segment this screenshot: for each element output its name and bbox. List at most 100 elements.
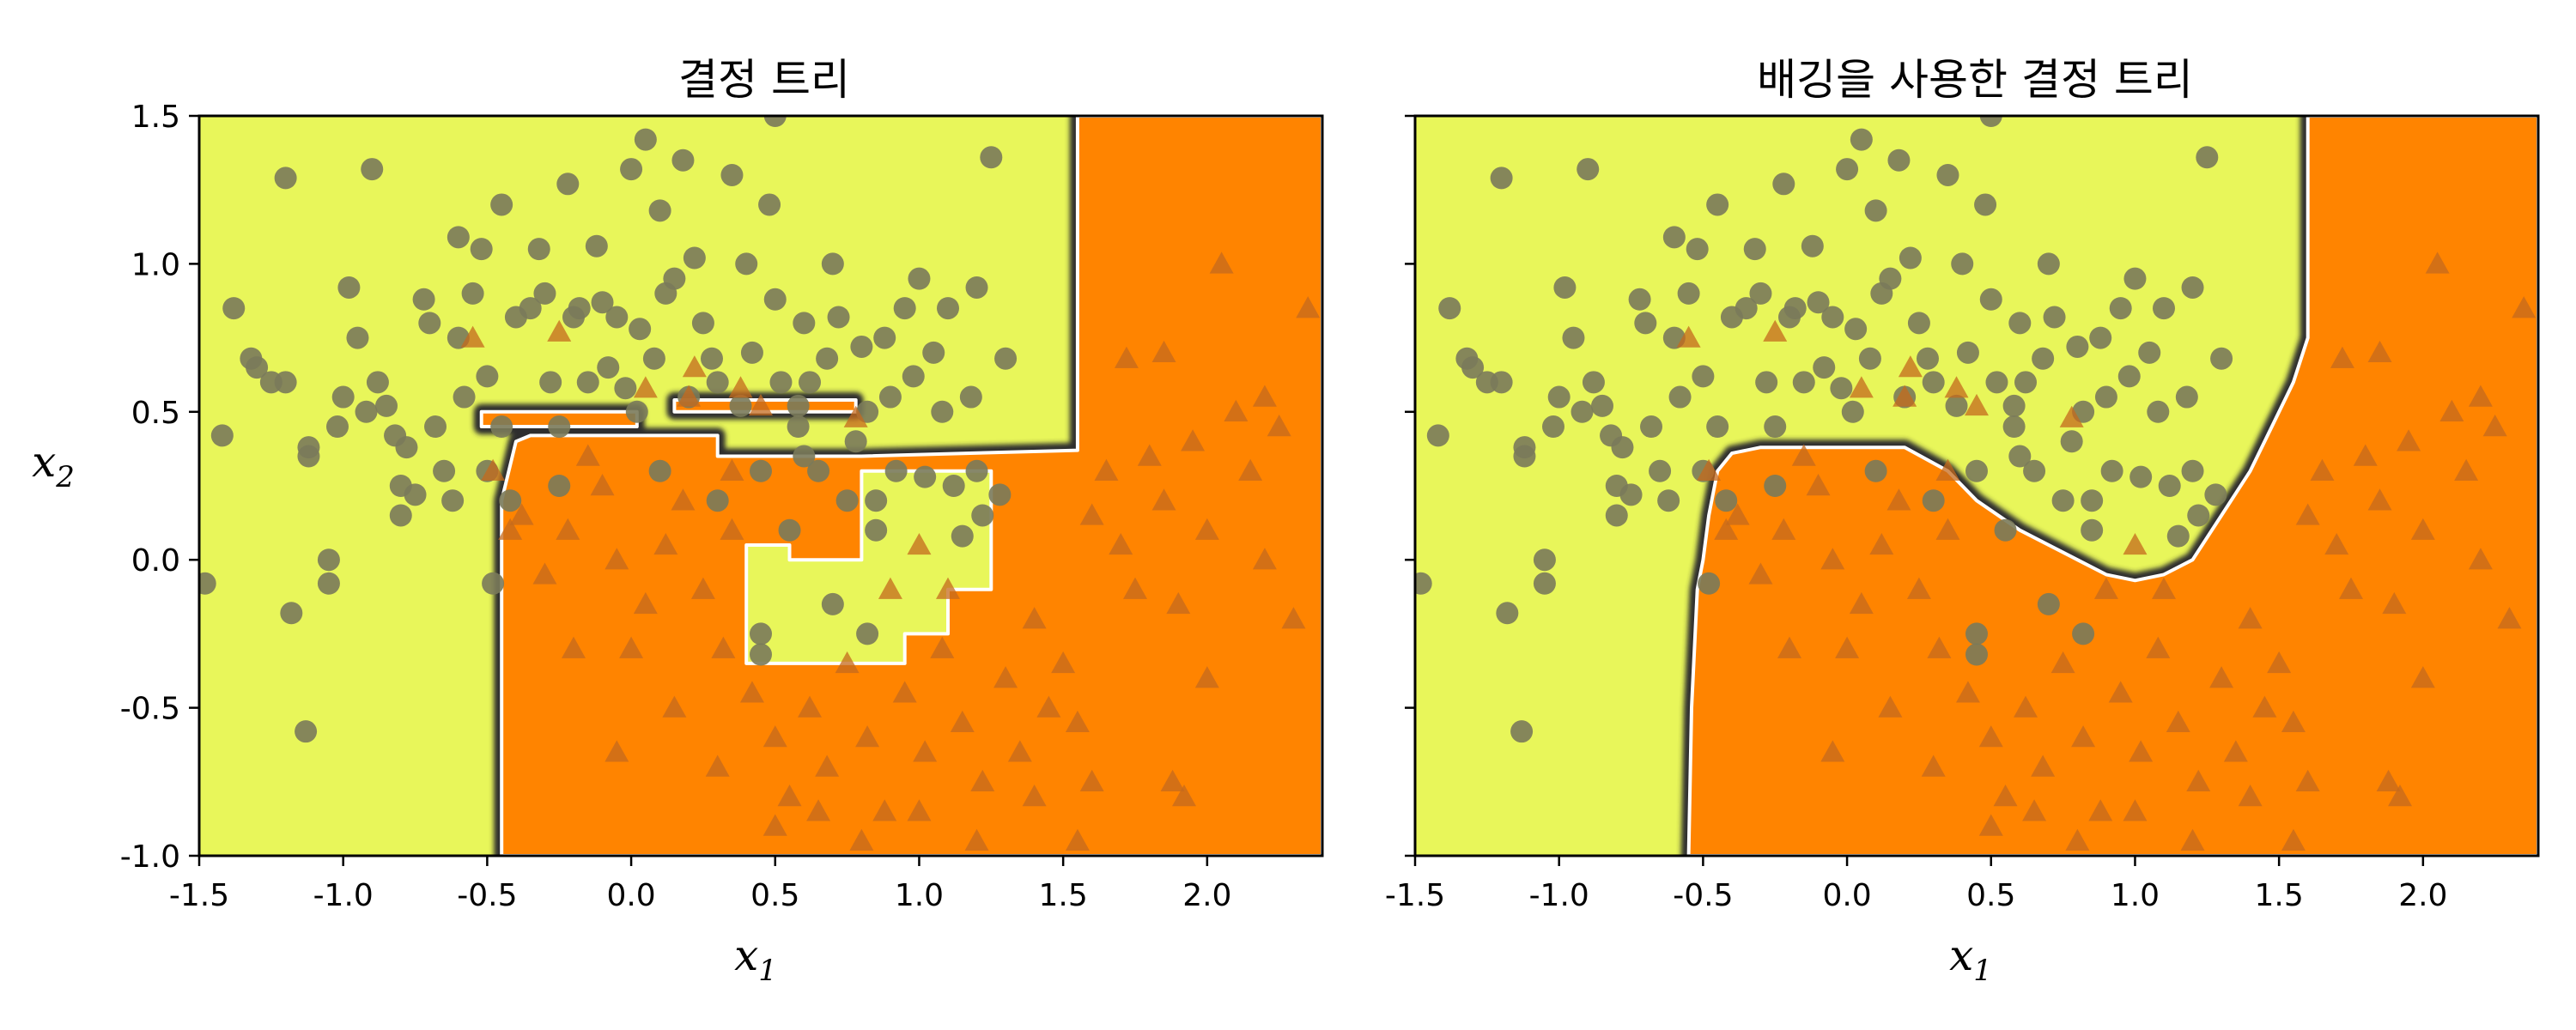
data-point-circle: [1864, 459, 1887, 482]
data-point-circle: [2089, 326, 2112, 349]
data-point-triangle: [2238, 785, 2263, 807]
data-point-triangle: [1921, 754, 1946, 777]
data-point-circle: [807, 459, 830, 482]
data-point-circle: [844, 430, 867, 453]
data-point-triangle: [2152, 577, 2176, 599]
data-point-triangle: [720, 518, 744, 540]
region-class-1: [1686, 116, 2538, 856]
data-point-triangle: [671, 488, 696, 511]
data-point-triangle: [1849, 376, 1874, 398]
region-class-0-island: [744, 469, 993, 665]
data-point-circle: [865, 518, 888, 542]
data-point-circle: [1490, 167, 1513, 190]
data-point-triangle: [2388, 785, 2413, 807]
data-point-triangle: [1676, 325, 1701, 348]
data-point-triangle: [2123, 532, 2148, 555]
data-point-circle: [614, 377, 637, 400]
data-point-circle: [533, 282, 556, 305]
data-point-circle: [2023, 459, 2046, 482]
data-point-circle: [758, 193, 781, 216]
data-point-circle: [1706, 415, 1729, 439]
data-point-circle: [1907, 312, 1930, 335]
data-point-circle: [280, 602, 303, 625]
x-tick-label: -1.5: [169, 878, 229, 913]
data-point-circle: [1668, 385, 1692, 409]
data-point-circle: [1577, 158, 1600, 181]
data-point-circle: [1836, 158, 1859, 181]
data-point-circle: [331, 385, 355, 409]
data-point-circle: [1879, 267, 1902, 290]
data-point-triangle: [2376, 769, 2401, 791]
data-point-circle: [1974, 193, 1997, 216]
data-point-circle: [2138, 341, 2161, 364]
data-point-circle: [1922, 371, 1945, 394]
x-tick-label: 1.0: [2111, 878, 2160, 913]
data-point-circle: [691, 312, 714, 335]
data-point-circle: [821, 252, 844, 276]
data-point-triangle: [2281, 710, 2306, 733]
data-point-circle: [1749, 282, 1772, 305]
data-point-circle: [2081, 489, 2104, 512]
data-point-circle: [740, 341, 763, 364]
data-point-circle: [274, 167, 297, 190]
data-point-circle: [893, 297, 916, 320]
data-point-triangle: [907, 799, 932, 821]
data-point-circle: [634, 128, 657, 151]
data-point-circle: [548, 475, 571, 497]
data-point-triangle: [460, 325, 485, 348]
data-point-triangle: [2454, 458, 2479, 481]
data-point-circle: [2181, 276, 2204, 299]
data-point-triangle: [2281, 828, 2306, 851]
data-point-circle: [548, 415, 571, 439]
data-point-circle: [1979, 288, 2002, 311]
data-point-triangle: [1944, 376, 1969, 398]
data-point-circle: [317, 548, 340, 572]
data-point-circle: [295, 720, 318, 743]
data-point-triangle: [1209, 251, 1234, 274]
x-tick-label: 0.0: [1822, 878, 1871, 913]
data-point-circle: [1562, 326, 1585, 349]
data-point-circle: [1801, 234, 1824, 258]
data-point-circle: [878, 385, 902, 409]
data-point-circle: [355, 400, 378, 423]
data-point-triangle: [575, 444, 600, 466]
data-point-circle: [1591, 394, 1613, 417]
data-point-triangle: [2065, 828, 2090, 851]
x-tick-label: 0.0: [606, 878, 655, 913]
y-tick-label: 1.5: [131, 100, 180, 135]
data-point-circle: [1490, 371, 1513, 394]
x-tick-label: 1.5: [2255, 878, 2304, 913]
data-point-circle: [1692, 365, 1715, 388]
data-point-triangle: [1137, 444, 1162, 466]
data-point-circle: [769, 371, 793, 394]
data-point-triangle: [1296, 296, 1321, 318]
data-point-circle: [629, 318, 652, 341]
data-point-circle: [942, 475, 965, 497]
data-point-circle: [750, 643, 772, 666]
data-point-circle: [1792, 371, 1815, 394]
data-point-triangle: [1224, 399, 1249, 421]
data-point-circle: [441, 489, 465, 512]
data-point-circle: [1850, 128, 1873, 151]
data-point-circle: [1553, 276, 1577, 299]
data-point-circle: [1807, 291, 1830, 314]
data-point-circle: [821, 592, 844, 615]
data-point-triangle: [1955, 681, 1980, 703]
data-point-circle: [412, 288, 435, 311]
data-point-circle: [931, 400, 954, 423]
data-point-circle: [937, 297, 959, 320]
chart-title: 배깅을 사용한 결정 트리: [1757, 55, 2193, 105]
data-point-circle: [527, 238, 550, 261]
data-point-triangle: [1036, 695, 1061, 718]
data-point-circle: [556, 173, 580, 196]
data-point-circle: [576, 371, 599, 394]
data-point-triangle: [1965, 393, 1989, 416]
data-point-triangle: [1079, 503, 1104, 525]
data-point-circle: [763, 116, 787, 127]
data-point-triangle: [1898, 355, 1923, 378]
x-tick-label: -1.5: [1385, 878, 1445, 913]
data-point-triangle: [1079, 769, 1104, 791]
data-point-circle: [1541, 415, 1564, 439]
data-point-circle: [2008, 312, 2032, 335]
data-point-triangle: [2146, 636, 2171, 658]
